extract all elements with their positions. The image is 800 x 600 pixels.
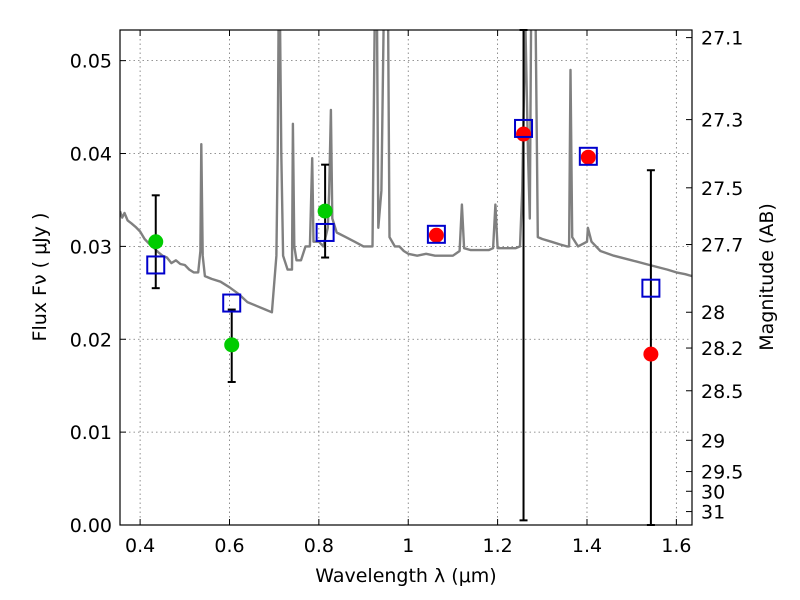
y2-tick-label: 29: [701, 430, 725, 452]
y-tick-label: 0.05: [70, 51, 112, 73]
x-tick-label: 1: [402, 535, 414, 557]
y2-tick-label: 27.1: [701, 28, 743, 50]
model-photometry-square: [514, 118, 534, 138]
grid: [120, 30, 692, 526]
error-bars: [151, 29, 655, 526]
x-tick-label: 0.6: [214, 535, 244, 557]
y2-tick-label: 27.5: [701, 178, 743, 200]
data-points: [146, 118, 661, 362]
model-spectrum: [120, 30, 692, 314]
y2-axis-label: Magnitude (AB): [756, 203, 778, 351]
x-tick-label: 1.4: [572, 535, 602, 557]
y-axis-label: Flux Fν ( μJy ): [29, 213, 51, 342]
y2-tick-label: 28.5: [701, 381, 743, 403]
y-tick-label: 0.01: [70, 422, 112, 444]
y2-tick-label: 28.2: [701, 338, 743, 360]
model-photometry-square: [222, 293, 242, 313]
red-data-point: [580, 149, 596, 165]
x-tick-label: 0.8: [304, 535, 334, 557]
model-photometry-square: [578, 146, 598, 166]
red-data-point: [516, 126, 532, 142]
y2-tick-label: 30: [701, 481, 725, 503]
y-tick-label: 0.04: [70, 144, 112, 166]
plot-frame: [119, 29, 693, 526]
green-data-point: [224, 337, 240, 353]
red-data-point: [643, 346, 659, 362]
y-tick-label: 0.00: [70, 515, 112, 537]
green-data-point: [317, 203, 333, 219]
x-tick-label: 0.4: [125, 535, 155, 557]
y2-tick-label: 28: [701, 302, 725, 324]
red-data-point: [428, 227, 444, 243]
y2-tick-label: 27.3: [701, 110, 743, 132]
x-axis-label: Wavelength λ (μm): [315, 565, 496, 587]
y-tick-label: 0.02: [70, 329, 112, 351]
y2-tick-label: 31: [701, 502, 725, 524]
model-spectrum-line: [120, 30, 692, 314]
model-photometry-square: [641, 278, 661, 298]
y-tick-label: 0.03: [70, 236, 112, 258]
model-photometry-square: [315, 222, 335, 242]
model-photometry-square: [426, 224, 446, 244]
x-tick-label: 1.2: [483, 535, 513, 557]
y2-tick-label: 27.7: [701, 235, 743, 257]
x-tick-label: 1.6: [661, 535, 691, 557]
green-data-point: [148, 234, 164, 250]
model-photometry-square: [146, 255, 166, 275]
axis-ticks: 0.4 0.6 0.8 1 1.2 1.4 1.6 0.00 0.01 0.02 0.03 0.04 0…: [70, 28, 744, 557]
y2-tick-label: 29.5: [701, 462, 743, 484]
